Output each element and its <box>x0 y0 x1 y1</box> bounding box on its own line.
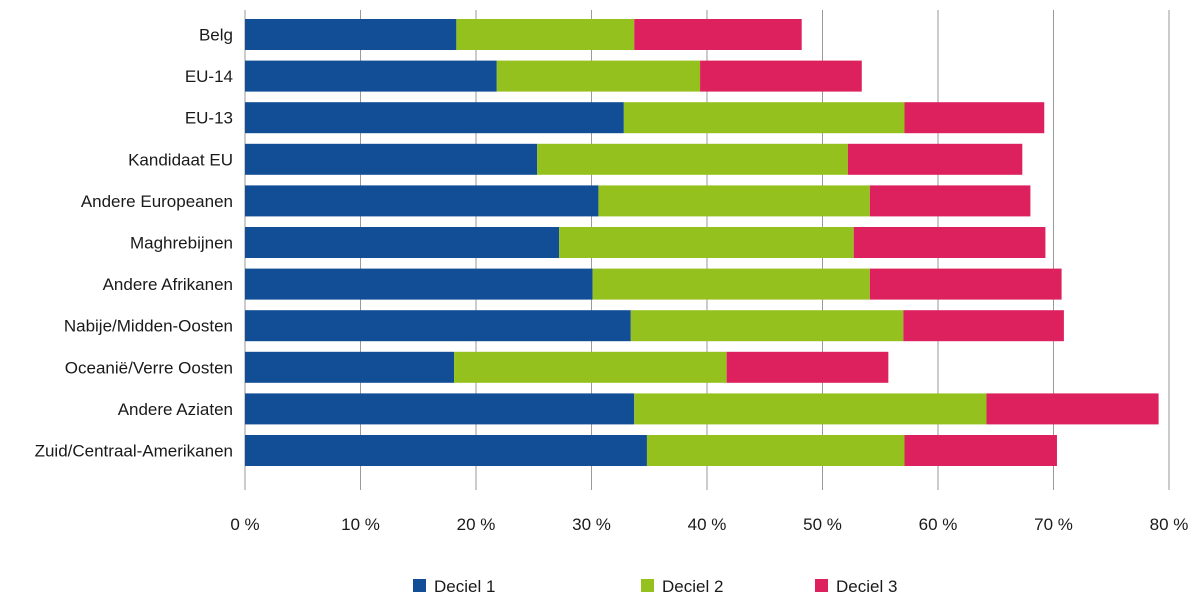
category-label: EU-14 <box>185 67 233 86</box>
bar-segment-deciel-1 <box>245 143 538 175</box>
category-labels: Belg EU-14 EU-13 Kandidaat EU Andere Europea… <box>35 26 233 461</box>
bar-segment-deciel-2 <box>559 227 854 258</box>
bar-segment-deciel-2 <box>456 19 635 50</box>
bar-segment-deciel-3 <box>904 435 1057 466</box>
bar-segment-deciel-3 <box>847 143 1023 175</box>
bar-segment-deciel-1 <box>245 102 624 134</box>
x-tick-label: 30 % <box>572 515 611 534</box>
bar-segment-deciel-2 <box>623 102 905 134</box>
bar-segment-deciel-2 <box>496 60 701 92</box>
bar-segment-deciel-2 <box>646 435 905 466</box>
bar-segment-deciel-2 <box>598 185 870 217</box>
category-label: Maghrebijnen <box>130 234 233 253</box>
bar-segment-deciel-3 <box>726 351 889 383</box>
x-tick-label: 60 % <box>919 515 958 534</box>
category-label: Andere Aziaten <box>118 400 233 419</box>
bar-segment-deciel-2 <box>454 351 727 383</box>
legend-label: Deciel 1 <box>434 577 495 596</box>
legend: Deciel 1 Deciel 2 Deciel 3 <box>413 577 897 596</box>
legend-swatch <box>413 579 426 592</box>
bar-segment-deciel-3 <box>869 268 1062 300</box>
bar-segment-deciel-2 <box>630 310 904 342</box>
x-tick-label: 50 % <box>803 515 842 534</box>
bar-segment-deciel-2 <box>592 268 870 300</box>
x-tick-label: 0 % <box>230 515 259 534</box>
legend-swatch <box>641 579 654 592</box>
bar-segment-deciel-3 <box>903 310 1064 342</box>
bar-segment-deciel-1 <box>245 268 593 300</box>
bar-segment-deciel-1 <box>245 351 455 383</box>
bar-segment-deciel-1 <box>245 310 631 342</box>
bar-segment-deciel-1 <box>245 19 457 50</box>
x-tick-label: 40 % <box>688 515 727 534</box>
bar-segment-deciel-2 <box>634 393 987 425</box>
bar-segment-deciel-3 <box>634 19 802 50</box>
bar-segment-deciel-1 <box>245 227 560 258</box>
category-label: Andere Afrikanen <box>103 275 233 294</box>
x-axis-tick-labels: 0 % 10 % 20 % 30 % 40 % 50 % 60 % 70 % 80 % <box>230 515 1188 534</box>
bar-segment-deciel-3 <box>904 102 1045 134</box>
legend-label: Deciel 3 <box>836 577 897 596</box>
x-tick-label: 10 % <box>341 515 380 534</box>
category-label: Kandidaat EU <box>128 150 233 169</box>
bar-segment-deciel-3 <box>853 227 1046 258</box>
legend-label: Deciel 2 <box>662 577 723 596</box>
bar-segment-deciel-3 <box>700 60 862 92</box>
category-label: Nabije/Midden-Oosten <box>64 317 233 336</box>
x-tick-label: 80 % <box>1150 515 1189 534</box>
bar-segment-deciel-3 <box>869 185 1031 217</box>
bars <box>245 19 1159 466</box>
bar-segment-deciel-2 <box>537 143 848 175</box>
bar-segment-deciel-1 <box>245 435 647 466</box>
bar-segment-deciel-1 <box>245 60 497 92</box>
x-tick-label: 20 % <box>457 515 496 534</box>
category-label: Belg <box>199 26 233 45</box>
bar-segment-deciel-1 <box>245 185 599 217</box>
legend-swatch <box>815 579 828 592</box>
category-label: Zuid/Centraal-Amerikanen <box>35 442 233 461</box>
bar-segment-deciel-1 <box>245 393 635 425</box>
category-label: EU-13 <box>185 109 233 128</box>
category-label: Oceanië/Verre Oosten <box>65 358 233 377</box>
category-label: Andere Europeanen <box>81 192 233 211</box>
bar-segment-deciel-3 <box>986 393 1159 425</box>
x-tick-label: 70 % <box>1034 515 1073 534</box>
